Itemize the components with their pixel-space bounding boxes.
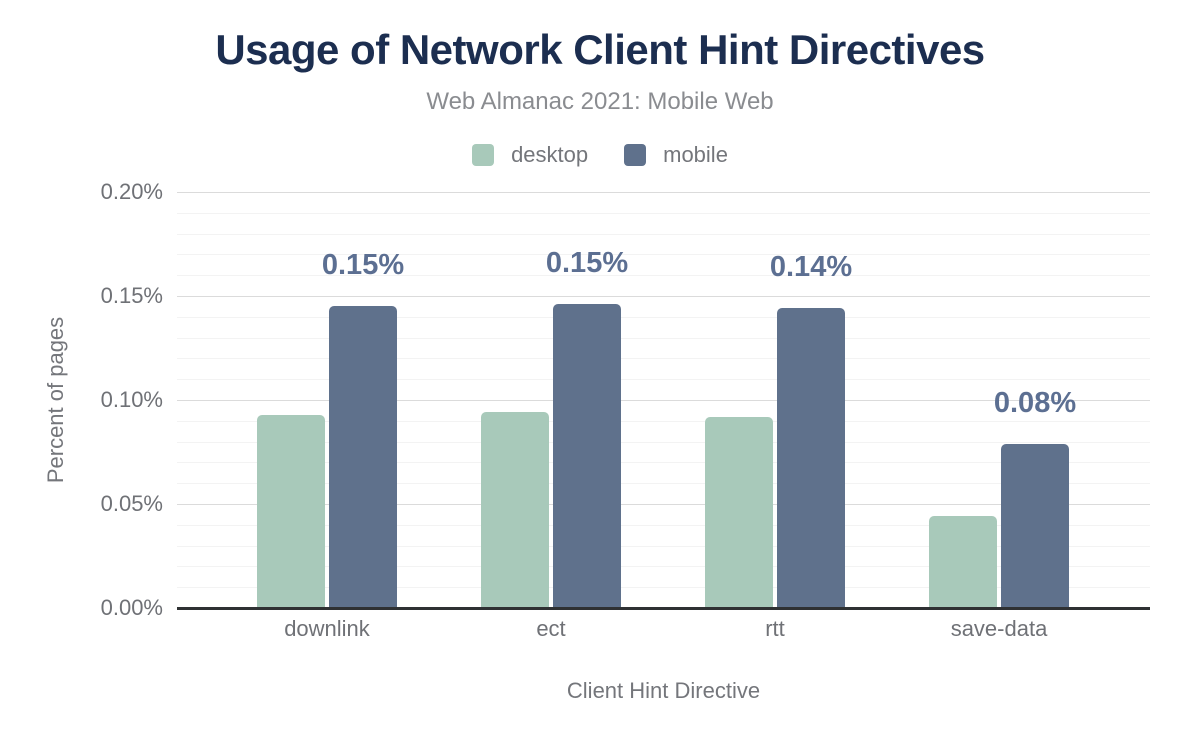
minor-gridline [177, 545, 1150, 547]
x-tick-label-downlink: downlink [284, 616, 370, 641]
minor-gridline [177, 316, 1150, 318]
y-tick-label: 0.15% [100, 283, 163, 308]
data-label-rtt: 0.14% [769, 251, 853, 284]
major-gridline [177, 504, 1150, 505]
data-label-downlink: 0.15% [321, 249, 405, 282]
mobile-bar-ect[interactable] [553, 304, 621, 608]
minor-gridline [177, 337, 1150, 339]
desktop-bar-downlink[interactable] [257, 414, 325, 608]
minor-gridline [177, 212, 1150, 214]
minor-gridline [177, 233, 1150, 235]
plot-area: 0.15% 0.15% 0.14% 0.08% [177, 192, 1150, 608]
y-tick-label: 0.00% [100, 595, 163, 620]
y-tick-label: 0.10% [100, 387, 163, 412]
x-axis-line [177, 607, 1150, 610]
legend-label: mobile [663, 142, 728, 167]
x-tick-label-save-data: save-data [950, 616, 1048, 641]
legend: desktop mobile [0, 142, 1200, 168]
major-gridline [177, 192, 1150, 193]
legend-item-mobile[interactable]: mobile [624, 142, 728, 168]
minor-gridline [177, 420, 1150, 422]
chart-subtitle: Web Almanac 2021: Mobile Web [426, 88, 774, 115]
chart-title: Usage of Network Client Hint Directives [215, 26, 985, 73]
minor-gridline [177, 358, 1150, 360]
minor-gridline [177, 254, 1150, 256]
x-tick-label-rtt: rtt [765, 616, 785, 641]
legend-label: desktop [511, 142, 589, 167]
desktop-bar-ect[interactable] [481, 412, 549, 608]
data-label-save-data: 0.08% [993, 386, 1077, 419]
legend-swatch-icon [624, 144, 647, 166]
x-axis-title: Client Hint Directive [566, 678, 761, 703]
major-gridline [177, 400, 1150, 401]
desktop-bar-save-data[interactable] [929, 516, 997, 608]
major-gridline [177, 296, 1150, 297]
mobile-bar-save-data[interactable] [1001, 443, 1069, 608]
minor-gridline [177, 587, 1150, 589]
legend-item-desktop[interactable]: desktop [472, 142, 588, 168]
x-tick-label-ect: ect [536, 616, 566, 641]
minor-gridline [177, 524, 1150, 526]
minor-gridline [177, 566, 1150, 568]
minor-gridline [177, 483, 1150, 485]
minor-gridline [177, 379, 1150, 381]
desktop-bar-rtt[interactable] [705, 416, 773, 608]
data-label-ect: 0.15% [545, 247, 629, 280]
legend-swatch-icon [472, 144, 495, 166]
mobile-bar-downlink[interactable] [329, 306, 397, 608]
minor-gridline [177, 275, 1150, 277]
minor-gridline [177, 441, 1150, 443]
y-tick-label: 0.05% [100, 491, 163, 516]
mobile-bar-rtt[interactable] [777, 308, 845, 608]
y-tick-label: 0.20% [100, 179, 163, 204]
minor-gridline [177, 462, 1150, 464]
